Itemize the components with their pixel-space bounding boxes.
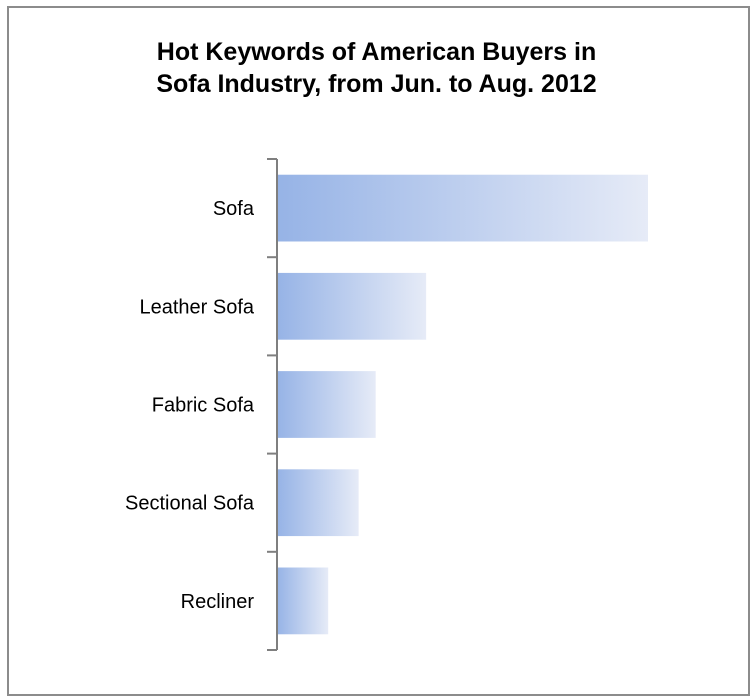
category-label: Sofa	[213, 198, 255, 220]
chart-title: Hot Keywords of American Buyers in Sofa …	[0, 36, 753, 100]
category-label: Leather Sofa	[139, 296, 254, 318]
bar-sofa	[277, 174, 648, 242]
category-label: Fabric Sofa	[152, 395, 255, 417]
category-label: Recliner	[181, 591, 255, 613]
bar-recliner	[277, 567, 329, 635]
category-axis	[267, 158, 278, 651]
chart-frame	[7, 6, 750, 696]
bar-sectional-sofa	[277, 469, 359, 537]
category-label: Sectional Sofa	[125, 493, 255, 515]
category-labels: Sofa Leather Sofa Fabric Sofa Sectional Sof…	[125, 198, 255, 613]
bar-leather-sofa	[277, 272, 427, 340]
chart-title-line-1: Hot Keywords of American Buyers in	[156, 38, 597, 66]
chart-title-line-2: Sofa Industry, from Jun. to Aug. 2012	[156, 70, 597, 98]
bars-group	[277, 174, 648, 635]
bar-fabric-sofa	[277, 371, 376, 438]
